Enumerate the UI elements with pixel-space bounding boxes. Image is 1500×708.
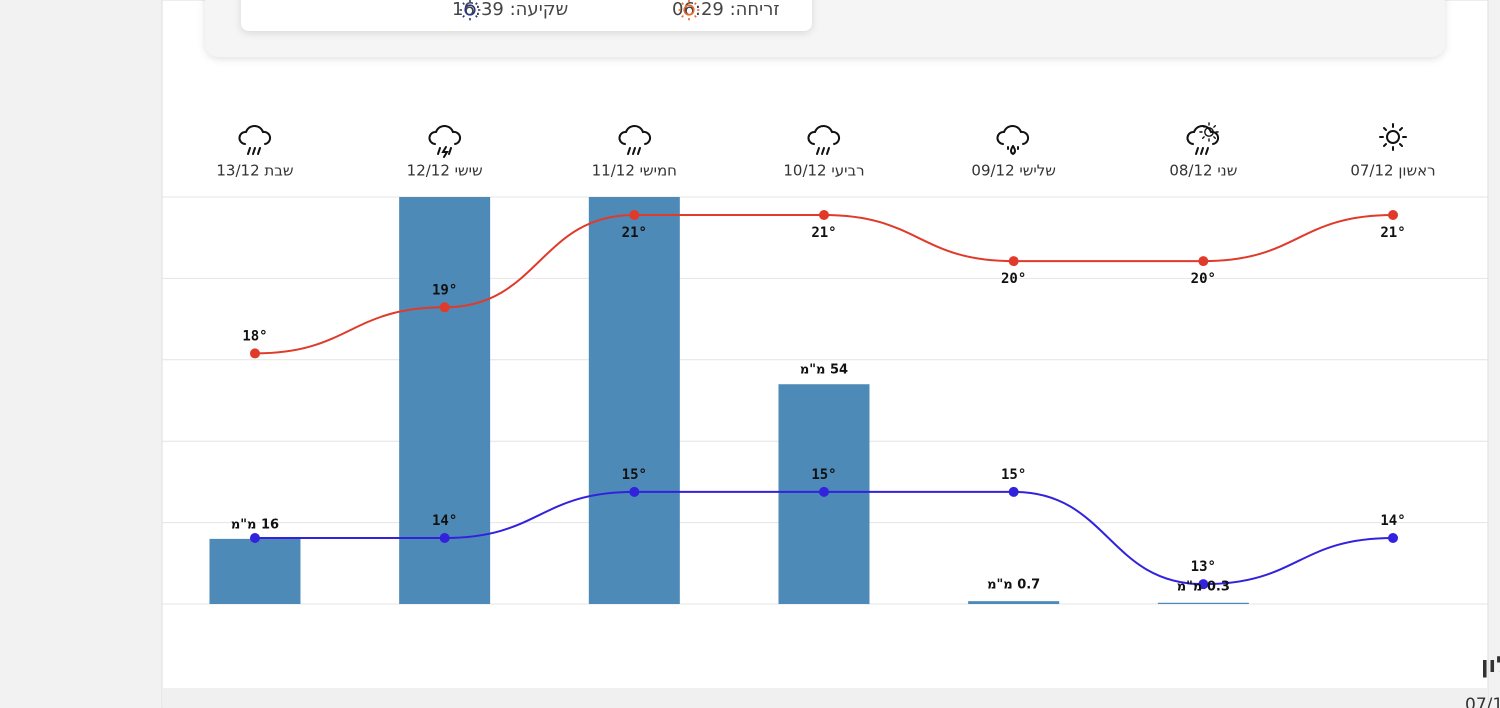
rain-bar — [968, 601, 1060, 604]
temp-point — [439, 302, 450, 313]
temp-label: 21° — [811, 225, 836, 241]
temp-point — [1388, 533, 1398, 544]
day-label: שישי 12/12 — [407, 162, 483, 180]
temp-point — [249, 533, 260, 544]
rain-label: 16 מ"מ — [231, 517, 279, 532]
hourly-bar[interactable] — [163, 688, 1488, 708]
rain-label: 0.7 מ"מ — [987, 578, 1040, 593]
day-label: שבת 13/12 — [216, 162, 293, 180]
temp-label: 18° — [242, 328, 267, 344]
temp-label: 15° — [1001, 467, 1026, 483]
sun-box — [241, 0, 812, 31]
temp-point — [629, 209, 640, 220]
sunset: שקיעה: 16:39 — [452, 0, 568, 20]
temp-point — [1198, 579, 1209, 590]
day-label: רביעי 10/12 — [783, 162, 864, 180]
temp-label: 20° — [1001, 271, 1026, 287]
day-label: שלישי 09/12 — [971, 162, 1056, 180]
day-label: שני 08/12 — [1169, 162, 1237, 180]
rain-bar — [1157, 602, 1249, 604]
temp-label: 13° — [1191, 559, 1216, 575]
temp-point — [629, 486, 640, 497]
temp-point — [1008, 256, 1019, 267]
temp-label: 21° — [622, 225, 647, 241]
temp-label: 15° — [811, 467, 836, 483]
rain-bar — [588, 197, 680, 604]
temp-point — [249, 348, 260, 359]
temp-point — [818, 209, 829, 220]
temp-label: 14° — [1380, 513, 1405, 529]
sunrise: זריחה: 06:29 — [672, 0, 780, 20]
temp-label: 15° — [622, 467, 647, 483]
temp-point — [439, 533, 450, 544]
temp-point — [1008, 486, 1019, 497]
temp-label: 14° — [432, 513, 457, 529]
rain-label: 0.3 מ"מ — [1177, 579, 1230, 594]
hourly-toggle[interactable]: ▼ תחזית שעתית ליום ראשון 07/12 — [1465, 695, 1500, 708]
temp-label: 19° — [432, 282, 457, 298]
day-label: חמישי 11/12 — [592, 162, 677, 180]
temp-point — [818, 486, 829, 497]
day-label: ראשון 07/12 — [1350, 162, 1435, 180]
section-title: מזג אוויר שעתי אשקלון — [1481, 653, 1500, 678]
rain-bar — [209, 538, 301, 604]
temp-label: 20° — [1191, 271, 1216, 287]
temp-label: 21° — [1380, 225, 1405, 241]
temp-point — [1388, 209, 1398, 220]
temp-point — [1198, 256, 1209, 267]
rain-label: 54 מ"מ — [800, 363, 848, 378]
